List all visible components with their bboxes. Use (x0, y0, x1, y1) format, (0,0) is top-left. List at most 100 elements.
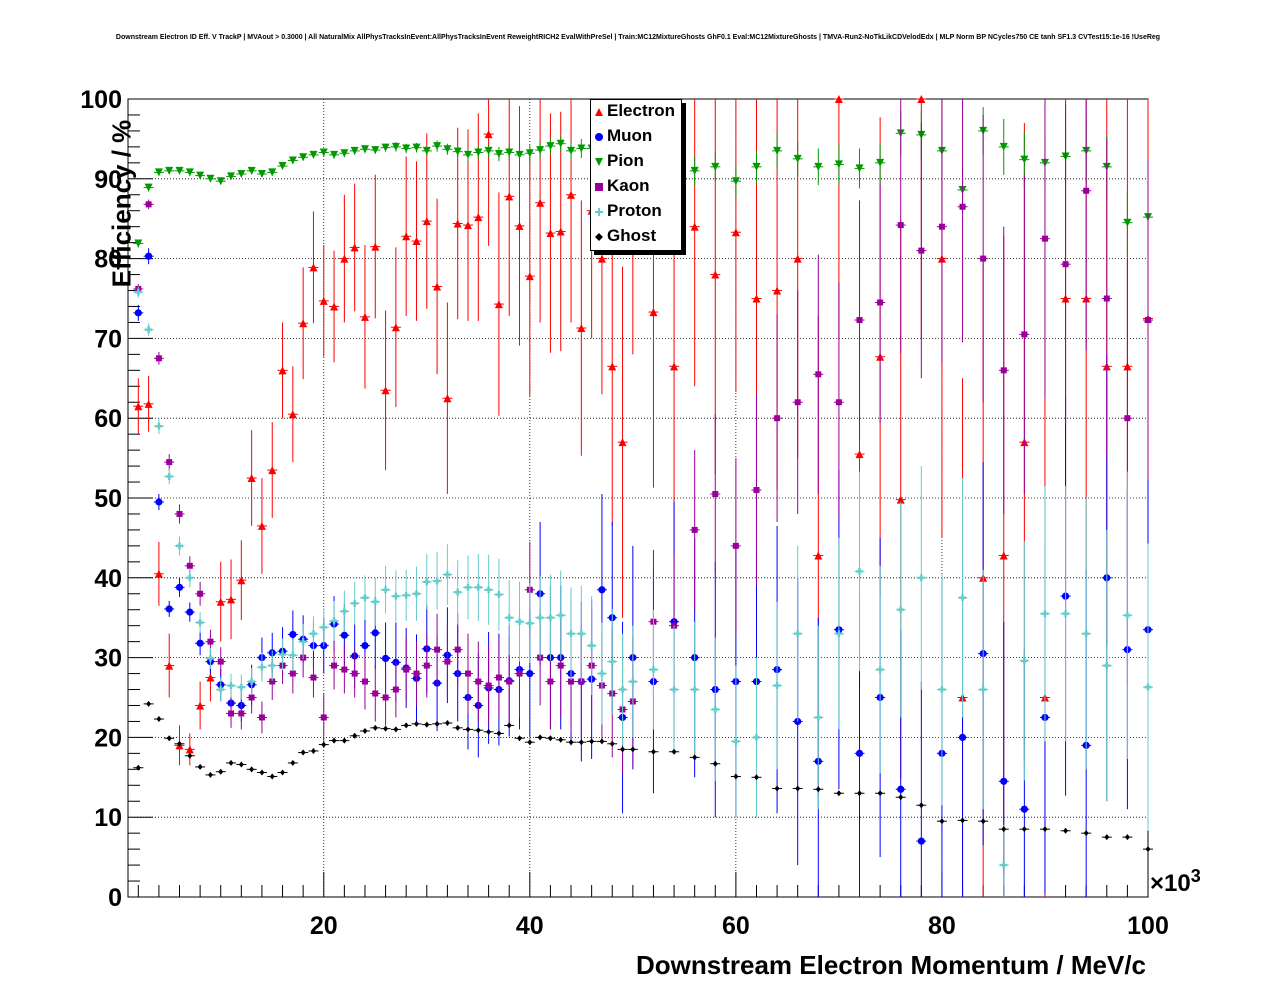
y-tick-label: 0 (108, 884, 122, 912)
data-point (1145, 846, 1151, 853)
data-point (597, 254, 606, 263)
data-point (1020, 805, 1028, 813)
data-point (320, 623, 328, 631)
y-axis-label: Efficiency / % (106, 119, 137, 288)
data-point (371, 146, 380, 155)
data-point (556, 139, 565, 148)
series-ghost (133, 700, 1153, 853)
y-tick-label: 100 (80, 86, 122, 114)
data-point (134, 309, 142, 317)
data-point (578, 739, 584, 746)
data-point (835, 630, 843, 638)
data-point (135, 764, 141, 771)
data-point (154, 168, 163, 177)
data-point (453, 147, 462, 156)
data-point (186, 562, 193, 569)
data-point (464, 583, 472, 591)
data-point (280, 769, 286, 776)
data-point (465, 726, 471, 733)
data-point (690, 222, 699, 231)
data-point (536, 198, 545, 207)
data-point (856, 317, 863, 324)
data-point (630, 746, 636, 753)
data-point (506, 678, 513, 685)
data-point (185, 168, 194, 177)
data-point (134, 288, 142, 296)
data-point (206, 174, 215, 183)
data-point (258, 714, 265, 721)
data-point (155, 498, 163, 506)
data-point (485, 586, 493, 594)
legend: Electron Muon Pion Kaon Proton Ghost (590, 99, 682, 251)
data-point (320, 714, 327, 721)
data-point (257, 521, 266, 530)
data-point (568, 678, 575, 685)
y-tick-label: 90 (94, 166, 122, 194)
data-point (855, 450, 864, 459)
data-point (1123, 611, 1131, 619)
legend-label: Proton (607, 201, 662, 220)
data-point (670, 686, 678, 694)
data-point (402, 591, 410, 599)
data-point (196, 171, 205, 180)
x-tick-label: 40 (516, 912, 544, 940)
data-point (1001, 826, 1007, 833)
data-point (412, 237, 421, 246)
data-point (361, 642, 369, 650)
data-point (331, 662, 338, 669)
data-point (351, 599, 359, 607)
data-point (711, 162, 720, 171)
data-point (165, 166, 174, 175)
data-point (897, 606, 905, 614)
data-point (1103, 662, 1111, 670)
data-point (515, 221, 524, 230)
data-point (145, 201, 152, 208)
data-point (474, 148, 483, 157)
data-point (834, 95, 843, 103)
data-point (773, 682, 781, 690)
data-point (422, 217, 431, 226)
data-point (877, 790, 883, 797)
data-point (444, 658, 451, 665)
data-point (815, 371, 822, 378)
data-point (558, 736, 564, 743)
data-point (175, 166, 184, 175)
data-point (918, 247, 925, 254)
data-point (268, 168, 277, 177)
data-point (546, 614, 554, 622)
triangle-up-icon (595, 108, 603, 116)
data-point (1123, 218, 1132, 227)
data-point (712, 760, 718, 767)
data-point (155, 422, 163, 430)
legend-label: Ghost (607, 226, 657, 245)
data-point (857, 790, 863, 797)
data-point (515, 150, 524, 159)
data-point (494, 150, 503, 159)
data-point (1145, 317, 1151, 324)
data-point (238, 761, 244, 768)
legend-item-proton: Proton (591, 200, 681, 225)
data-point (1063, 827, 1069, 834)
data-point (691, 526, 698, 533)
data-point (618, 438, 627, 447)
data-point (352, 732, 358, 739)
data-point (433, 282, 442, 291)
data-point (773, 146, 782, 155)
data-point (896, 495, 905, 504)
data-point (197, 590, 204, 597)
data-point (475, 727, 481, 734)
data-point (237, 576, 246, 585)
data-point (732, 542, 739, 549)
data-point (278, 162, 287, 171)
data-point (289, 670, 296, 677)
data-point (589, 738, 595, 745)
data-point (268, 662, 276, 670)
data-point (372, 690, 379, 697)
data-point (443, 571, 451, 579)
data-point (494, 300, 503, 309)
data-point (309, 150, 318, 159)
data-point (1020, 155, 1029, 164)
data-point (649, 666, 657, 674)
data-point (340, 254, 349, 263)
data-point (496, 730, 502, 737)
